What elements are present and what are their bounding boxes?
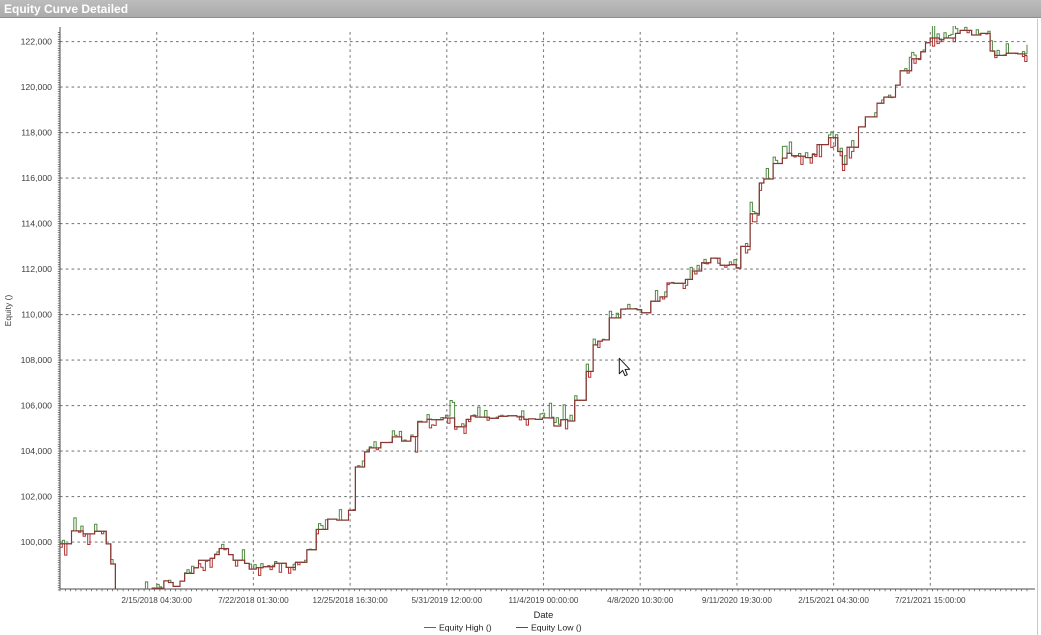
svg-text:108,000: 108,000 <box>21 355 53 365</box>
svg-text:104,000: 104,000 <box>21 446 53 456</box>
svg-text:7/22/2018 01:30:00: 7/22/2018 01:30:00 <box>218 596 289 605</box>
svg-text:4/8/2020 10:30:00: 4/8/2020 10:30:00 <box>607 596 673 605</box>
svg-text:11/4/2019 00:00:00: 11/4/2019 00:00:00 <box>509 596 579 605</box>
svg-text:106,000: 106,000 <box>21 401 53 411</box>
svg-text:9/11/2020 19:30:00: 9/11/2020 19:30:00 <box>702 596 772 605</box>
svg-text:102,000: 102,000 <box>21 492 53 502</box>
svg-text:116,000: 116,000 <box>21 173 52 183</box>
svg-text:2/15/2021 04:30:00: 2/15/2021 04:30:00 <box>798 596 869 605</box>
svg-text:122,000: 122,000 <box>21 37 53 47</box>
svg-text:120,000: 120,000 <box>21 82 53 92</box>
svg-text:12/25/2018 16:30:00: 12/25/2018 16:30:00 <box>313 596 389 605</box>
svg-text:110,000: 110,000 <box>21 310 52 320</box>
svg-text:2/15/2018 04:30:00: 2/15/2018 04:30:00 <box>121 596 192 605</box>
svg-text:Equity (): Equity () <box>3 295 13 327</box>
svg-text:Equity High (): Equity High () <box>439 622 492 632</box>
svg-text:100,000: 100,000 <box>21 537 53 547</box>
svg-text:112,000: 112,000 <box>21 264 52 274</box>
svg-text:7/21/2021 15:00:00: 7/21/2021 15:00:00 <box>895 596 966 605</box>
svg-text:114,000: 114,000 <box>21 219 52 229</box>
svg-text:Equity Low (): Equity Low () <box>531 622 582 632</box>
svg-text:118,000: 118,000 <box>21 128 52 138</box>
svg-text:Date: Date <box>534 610 554 620</box>
svg-text:5/31/2019 12:00:00: 5/31/2019 12:00:00 <box>412 596 483 605</box>
